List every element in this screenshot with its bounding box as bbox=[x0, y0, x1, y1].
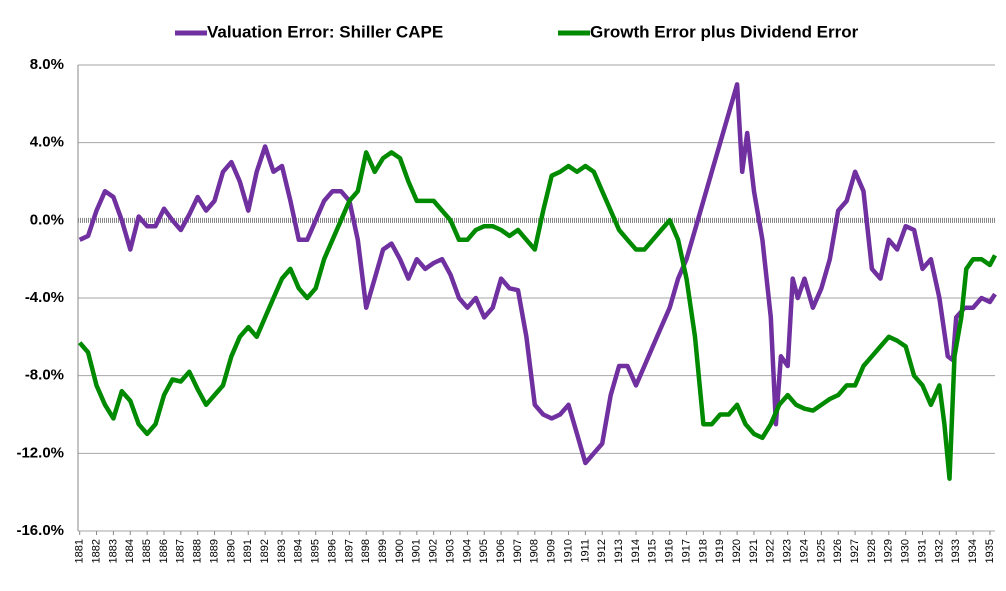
y-tick-label: -4.0% bbox=[25, 289, 64, 306]
x-tick-label: 1930 bbox=[900, 539, 912, 563]
x-tick-label: 1886 bbox=[158, 539, 170, 563]
x-tick-label: 1908 bbox=[529, 539, 541, 563]
x-tick-label: 1914 bbox=[630, 539, 642, 563]
x-tick-label: 1925 bbox=[815, 539, 827, 563]
x-tick-label: 1902 bbox=[428, 539, 440, 563]
x-tick-label: 1924 bbox=[798, 539, 810, 563]
x-tick-label: 1887 bbox=[175, 539, 187, 563]
x-tick-label: 1919 bbox=[714, 539, 726, 563]
x-tick-label: 1898 bbox=[360, 539, 372, 563]
x-tick-label: 1916 bbox=[664, 539, 676, 563]
x-tick-label: 1888 bbox=[192, 539, 204, 563]
x-tick-label: 1896 bbox=[326, 539, 338, 563]
legend-label: Growth Error plus Dividend Error bbox=[590, 22, 859, 41]
x-tick-label: 1901 bbox=[411, 539, 423, 563]
x-tick-label: 1928 bbox=[866, 539, 878, 563]
series-line bbox=[78, 82, 997, 466]
x-tick-label: 1882 bbox=[90, 539, 102, 563]
x-tick-label: 1921 bbox=[748, 539, 760, 563]
x-tick-label: 1897 bbox=[343, 539, 355, 563]
x-tick-label: 1904 bbox=[461, 539, 473, 563]
x-tick-label: 1926 bbox=[832, 539, 844, 563]
x-tick-label: 1923 bbox=[782, 539, 794, 563]
legend-label: Valuation Error: Shiller CAPE bbox=[207, 22, 443, 41]
x-tick-label: 1885 bbox=[141, 539, 153, 563]
x-tick-label: 1931 bbox=[916, 539, 928, 563]
x-tick-label: 1934 bbox=[967, 539, 979, 563]
y-tick-label: 4.0% bbox=[30, 134, 64, 151]
x-tick-label: 1929 bbox=[883, 539, 895, 563]
x-tick-label: 1891 bbox=[242, 539, 254, 563]
x-tick-label: 1890 bbox=[225, 539, 237, 563]
x-tick-label: 1922 bbox=[765, 539, 777, 563]
x-tick-label: 1899 bbox=[377, 539, 389, 563]
x-tick-label: 1903 bbox=[444, 539, 456, 563]
x-tick-label: 1909 bbox=[546, 539, 558, 563]
x-tick-label: 1933 bbox=[950, 539, 962, 563]
x-tick-label: 1895 bbox=[310, 539, 322, 563]
y-tick-label: 8.0% bbox=[30, 56, 64, 73]
x-tick-label: 1907 bbox=[512, 539, 524, 563]
x-tick-label: 1892 bbox=[259, 539, 271, 563]
x-tick-label: 1900 bbox=[394, 539, 406, 563]
x-tick-label: 1910 bbox=[562, 539, 574, 563]
x-tick-label: 1884 bbox=[124, 539, 136, 563]
x-tick-label: 1913 bbox=[613, 539, 625, 563]
x-tick-label: 1915 bbox=[647, 539, 659, 563]
y-tick-label: -16.0% bbox=[16, 522, 64, 539]
x-tick-label: 1927 bbox=[849, 539, 861, 563]
x-tick-label: 1932 bbox=[933, 539, 945, 563]
x-tick-label: 1935 bbox=[984, 539, 996, 563]
x-tick-label: 1894 bbox=[293, 539, 305, 563]
x-tick-label: 1912 bbox=[596, 539, 608, 563]
x-tick-label: 1881 bbox=[74, 539, 86, 563]
x-tick-label: 1918 bbox=[697, 539, 709, 563]
y-tick-label: -8.0% bbox=[25, 367, 64, 384]
x-tick-label: 1917 bbox=[680, 539, 692, 563]
y-tick-label: 0.0% bbox=[30, 211, 64, 228]
x-tick-label: 1883 bbox=[107, 539, 119, 563]
series-line bbox=[77, 150, 997, 481]
x-tick-label: 1889 bbox=[208, 539, 220, 563]
x-tick-label: 1906 bbox=[495, 539, 507, 563]
x-tick-label: 1911 bbox=[579, 539, 591, 563]
x-tick-label: 1920 bbox=[731, 539, 743, 563]
x-tick-label: 1905 bbox=[478, 539, 490, 563]
x-tick-label: 1893 bbox=[276, 539, 288, 563]
y-tick-label: -12.0% bbox=[16, 444, 64, 461]
